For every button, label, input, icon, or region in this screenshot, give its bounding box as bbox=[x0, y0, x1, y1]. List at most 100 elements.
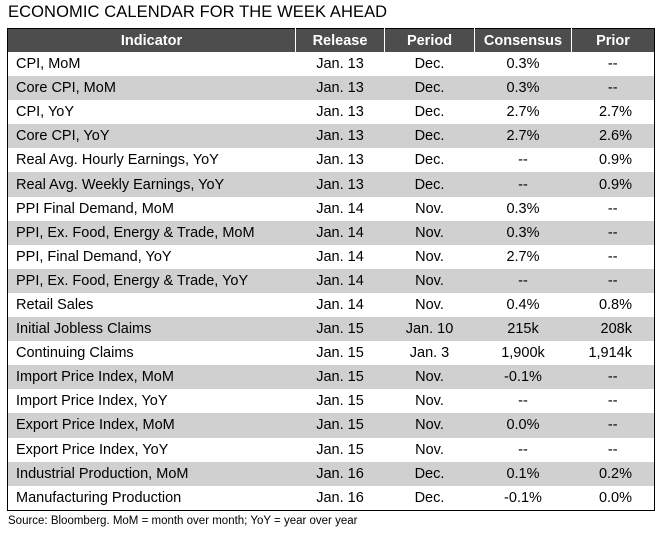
cell-period: Nov. bbox=[384, 268, 475, 293]
cell-indicator: Initial Jobless Claims bbox=[7, 317, 296, 342]
table-row: Real Avg. Hourly Earnings, YoY Jan. 13 Dec… bbox=[7, 148, 655, 173]
cell-prior: -- bbox=[571, 389, 655, 414]
page-title: ECONOMIC CALENDAR FOR THE WEEK AHEAD bbox=[8, 3, 388, 21]
cell-period: Dec. bbox=[384, 52, 475, 77]
cell-period: Nov. bbox=[384, 292, 475, 318]
table-row: Real Avg. Weekly Earnings, YoY Jan. 13 Dec… bbox=[7, 172, 655, 197]
cell-period: Jan. 10 bbox=[384, 317, 475, 342]
cell-indicator: CPI, MoM bbox=[7, 52, 296, 77]
cell-indicator: Export Price Index, MoM bbox=[7, 413, 296, 438]
cell-prior: 0.8% bbox=[571, 292, 655, 318]
cell-prior: -- bbox=[571, 268, 655, 293]
cell-release: Jan. 15 bbox=[295, 341, 385, 366]
cell-consensus: 215k bbox=[474, 317, 572, 342]
table-row: Export Price Index, MoM Jan. 15 Nov. 0.0% -- bbox=[7, 413, 655, 438]
table-row: Core CPI, MoM Jan. 13 Dec. 0.3% -- bbox=[7, 76, 655, 101]
cell-prior: -- bbox=[571, 437, 655, 462]
cell-release: Jan. 13 bbox=[295, 76, 385, 101]
cell-period: Jan. 3 bbox=[384, 341, 475, 366]
cell-period: Dec. bbox=[384, 124, 475, 149]
table-body: CPI, MoM Jan. 13 Dec. 0.3% -- Core CPI, MoM Ja… bbox=[7, 52, 655, 511]
cell-prior: -- bbox=[571, 413, 655, 438]
cell-prior: 2.6% bbox=[571, 124, 655, 149]
cell-release: Jan. 13 bbox=[295, 148, 385, 173]
cell-consensus: 0.1% bbox=[474, 461, 572, 486]
cell-period: Dec. bbox=[384, 172, 475, 197]
cell-period: Dec. bbox=[384, 76, 475, 101]
cell-release: Jan. 14 bbox=[295, 244, 385, 269]
cell-indicator: Real Avg. Weekly Earnings, YoY bbox=[7, 172, 296, 197]
cell-consensus: -- bbox=[474, 437, 572, 462]
cell-indicator: PPI, Ex. Food, Energy & Trade, YoY bbox=[7, 268, 296, 293]
cell-release: Jan. 13 bbox=[295, 124, 385, 149]
cell-consensus: -0.1% bbox=[474, 485, 572, 511]
cell-consensus: 0.4% bbox=[474, 292, 572, 318]
table-row: PPI Final Demand, MoM Jan. 14 Nov. 0.3% -- bbox=[7, 196, 655, 221]
cell-consensus: 0.3% bbox=[474, 52, 572, 77]
cell-consensus: 0.3% bbox=[474, 220, 572, 245]
cell-period: Nov. bbox=[384, 437, 475, 462]
economic-calendar-table: Indicator Release Period Consensus Prior… bbox=[7, 28, 655, 511]
cell-indicator: Core CPI, YoY bbox=[7, 124, 296, 149]
cell-indicator: CPI, YoY bbox=[7, 100, 296, 125]
cell-indicator: Core CPI, MoM bbox=[7, 76, 296, 101]
cell-consensus: -- bbox=[474, 268, 572, 293]
cell-period: Dec. bbox=[384, 148, 475, 173]
cell-period: Nov. bbox=[384, 413, 475, 438]
cell-prior: 0.2% bbox=[571, 461, 655, 486]
cell-prior: 0.9% bbox=[571, 148, 655, 173]
cell-consensus: 2.7% bbox=[474, 124, 572, 149]
cell-period: Dec. bbox=[384, 100, 475, 125]
cell-indicator: Industrial Production, MoM bbox=[7, 461, 296, 486]
cell-period: Nov. bbox=[384, 365, 475, 390]
table-row: Core CPI, YoY Jan. 13 Dec. 2.7% 2.6% bbox=[7, 124, 655, 149]
header-row: Indicator Release Period Consensus Prior bbox=[7, 28, 655, 52]
cell-prior: 1,914k bbox=[571, 341, 655, 366]
cell-release: Jan. 14 bbox=[295, 268, 385, 293]
table-row: PPI, Final Demand, YoY Jan. 14 Nov. 2.7% -- bbox=[7, 244, 655, 269]
table-row: PPI, Ex. Food, Energy & Trade, MoM Jan. 1… bbox=[7, 220, 655, 245]
cell-prior: -- bbox=[571, 52, 655, 77]
cell-prior: -- bbox=[571, 244, 655, 269]
source-note: Source: Bloomberg. MoM = month over mont… bbox=[8, 515, 358, 527]
cell-indicator: Retail Sales bbox=[7, 292, 296, 318]
cell-prior: 208k bbox=[571, 317, 655, 342]
cell-prior: -- bbox=[571, 365, 655, 390]
cell-indicator: Export Price Index, YoY bbox=[7, 437, 296, 462]
cell-indicator: Real Avg. Hourly Earnings, YoY bbox=[7, 148, 296, 173]
table-row: Retail Sales Jan. 14 Nov. 0.4% 0.8% bbox=[7, 292, 655, 318]
cell-indicator: PPI, Ex. Food, Energy & Trade, MoM bbox=[7, 220, 296, 245]
cell-prior: -- bbox=[571, 76, 655, 101]
cell-release: Jan. 14 bbox=[295, 196, 385, 221]
cell-release: Jan. 16 bbox=[295, 485, 385, 511]
cell-indicator: PPI Final Demand, MoM bbox=[7, 196, 296, 221]
cell-release: Jan. 15 bbox=[295, 317, 385, 342]
table-row: PPI, Ex. Food, Energy & Trade, YoY Jan. 1… bbox=[7, 268, 655, 293]
cell-release: Jan. 13 bbox=[295, 100, 385, 125]
cell-prior: 0.0% bbox=[571, 485, 655, 511]
cell-prior: -- bbox=[571, 220, 655, 245]
table-row: Import Price Index, MoM Jan. 15 Nov. -0.1% -… bbox=[7, 365, 655, 390]
cell-release: Jan. 13 bbox=[295, 52, 385, 77]
cell-release: Jan. 15 bbox=[295, 389, 385, 414]
column-header-period: Period bbox=[384, 28, 475, 52]
cell-consensus: -- bbox=[474, 148, 572, 173]
column-header-consensus: Consensus bbox=[474, 28, 572, 52]
cell-period: Dec. bbox=[384, 485, 475, 511]
table-row: Continuing Claims Jan. 15 Jan. 3 1,900k 1,91… bbox=[7, 341, 655, 366]
table-row: Industrial Production, MoM Jan. 16 Dec. 0.1… bbox=[7, 461, 655, 486]
cell-consensus: -- bbox=[474, 389, 572, 414]
cell-consensus: 0.3% bbox=[474, 196, 572, 221]
cell-prior: -- bbox=[571, 196, 655, 221]
cell-consensus: -0.1% bbox=[474, 365, 572, 390]
cell-consensus: 0.0% bbox=[474, 413, 572, 438]
cell-period: Nov. bbox=[384, 389, 475, 414]
cell-period: Nov. bbox=[384, 244, 475, 269]
cell-release: Jan. 15 bbox=[295, 437, 385, 462]
cell-release: Jan. 15 bbox=[295, 365, 385, 390]
cell-release: Jan. 16 bbox=[295, 461, 385, 486]
cell-consensus: 0.3% bbox=[474, 76, 572, 101]
table-row: CPI, MoM Jan. 13 Dec. 0.3% -- bbox=[7, 52, 655, 77]
cell-period: Nov. bbox=[384, 220, 475, 245]
cell-consensus: -- bbox=[474, 172, 572, 197]
